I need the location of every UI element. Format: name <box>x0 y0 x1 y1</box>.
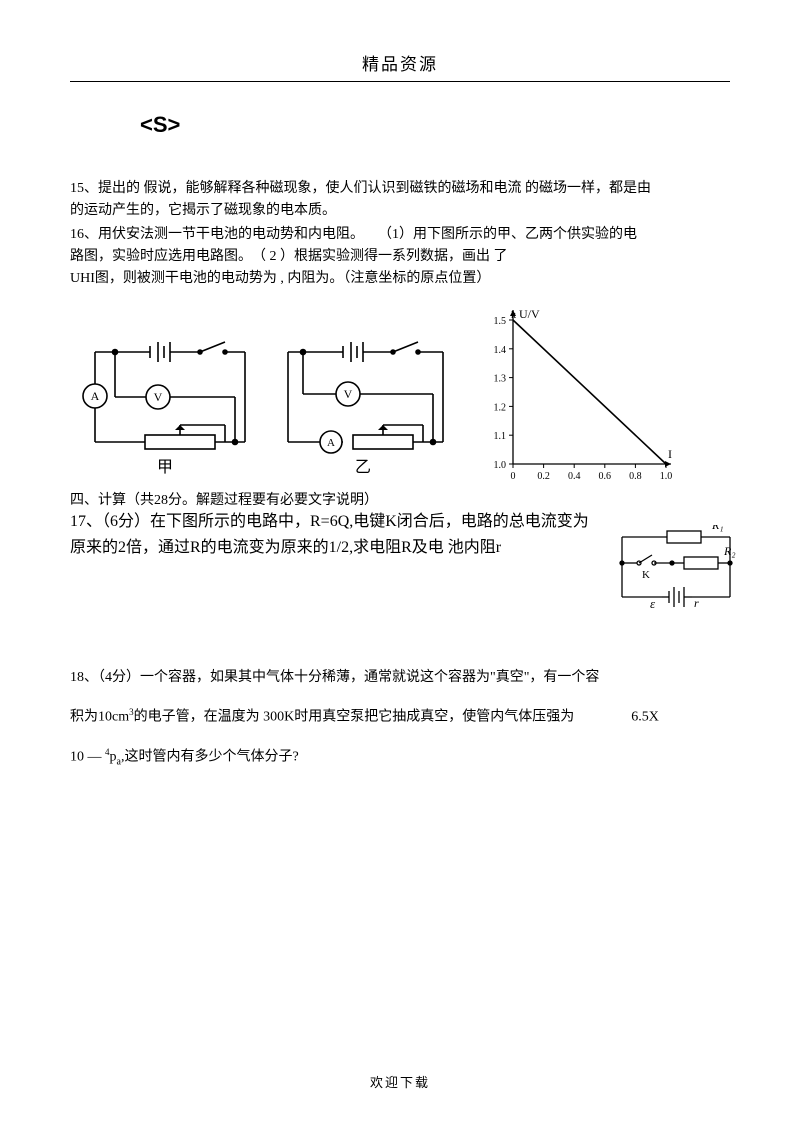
svg-text:1.1: 1.1 <box>494 431 507 442</box>
diagrams-row: A V 甲 <box>70 302 730 487</box>
section-4-title: 四、计算（共28分。解题过程要有必要文字说明） <box>70 489 730 509</box>
circuit-caption: 甲 <box>157 459 173 476</box>
svg-text:0.6: 0.6 <box>599 471 612 482</box>
voltmeter-label: V <box>344 387 353 401</box>
svg-text:0.2: 0.2 <box>537 471 550 482</box>
svg-text:1.3: 1.3 <box>494 374 507 385</box>
svg-text:1.2: 1.2 <box>494 402 507 413</box>
circuit-yi: V A 乙 <box>268 332 458 487</box>
page-header: 精品资源 <box>70 50 730 82</box>
ammeter-label: A <box>327 437 335 449</box>
uv-graph: 0 0.2 0.4 0.6 0.8 1.0 1.0 1.1 1.2 1.3 1.4 1.5 U/Vk I <box>471 302 681 492</box>
q17-circuit: R₁ R₂ K ε r <box>612 525 740 620</box>
svg-text:k: k <box>511 310 516 321</box>
svg-text:R₁: R₁ <box>711 525 724 532</box>
svg-text:1.5: 1.5 <box>494 316 507 327</box>
voltmeter-label: V <box>154 390 163 404</box>
svg-text:I: I <box>668 447 672 461</box>
header-title: 精品资源 <box>362 55 438 74</box>
circuit-jia: A V 甲 <box>70 332 260 487</box>
svg-text:0.4: 0.4 <box>568 471 581 482</box>
question-16: 16、用伏安法测一节干电池的电动势和内电阻。 （1）用下图所示的甲、乙两个供实验… <box>70 224 730 290</box>
svg-text:1.0: 1.0 <box>660 471 673 482</box>
svg-text:0: 0 <box>511 471 516 482</box>
svg-text:1.4: 1.4 <box>494 345 507 356</box>
page-footer: 欢迎下载 <box>0 1072 800 1091</box>
question-17: 17、（6分）在下图所示的电路中，R=6Q,电键K闭合后，电路的总电流变为 原来… <box>70 509 730 561</box>
question-15: 15、提出的 假说，能够解释各种磁现象，使人们认识到磁铁的磁场和电流 的磁场一样… <box>70 178 730 222</box>
svg-text:r: r <box>694 596 699 610</box>
svg-text:0.8: 0.8 <box>629 471 642 482</box>
svg-text:R₂: R₂ <box>723 544 736 558</box>
s-tag: <S> <box>140 112 730 138</box>
page: 精品资源 <S> 15、提出的 假说，能够解释各种磁现象，使人们认识到磁铁的磁场… <box>0 0 800 1131</box>
circuit-caption: 乙 <box>355 459 371 476</box>
svg-text:K: K <box>642 569 650 581</box>
question-18: 18、（4分）一个容器，如果其中气体十分稀薄，通常就说这个容器为"真空"，有一个… <box>70 661 730 779</box>
svg-text:1.0: 1.0 <box>494 460 507 471</box>
svg-text:ε: ε <box>650 596 656 611</box>
ammeter-label: A <box>91 389 100 403</box>
svg-text:U/V: U/V <box>519 307 540 321</box>
